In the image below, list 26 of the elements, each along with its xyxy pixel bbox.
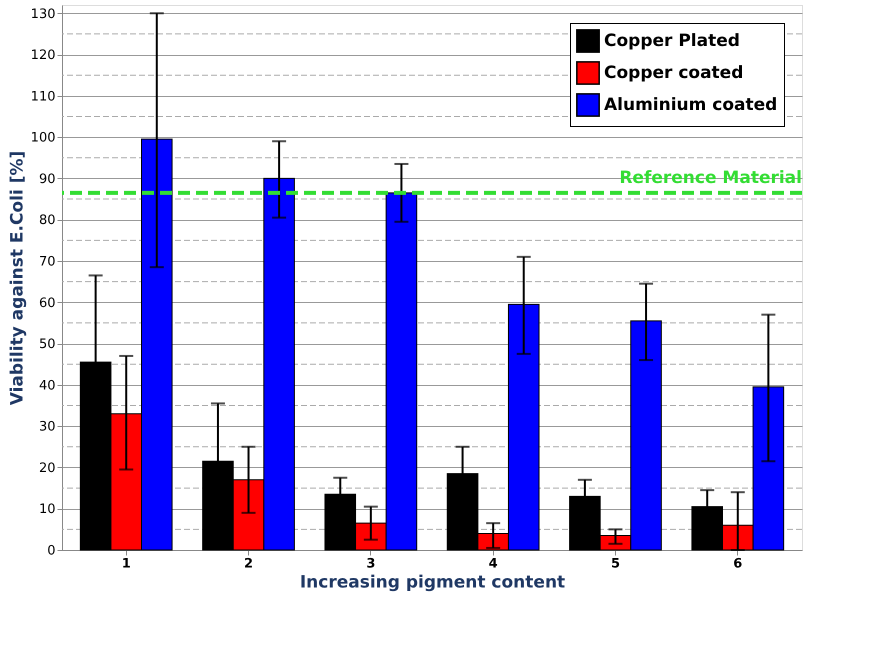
ref-line-label: Reference Material <box>619 168 802 188</box>
y-tick-label: 50 <box>38 337 56 352</box>
y-tick-label: 10 <box>38 502 56 518</box>
legend-label: Copper Plated <box>604 31 740 51</box>
y-tick-label: 110 <box>30 89 56 104</box>
y-tick-label: 30 <box>38 420 56 435</box>
y-tick-label: 80 <box>38 213 56 228</box>
y-tick-label: 40 <box>38 378 56 394</box>
x-tick-label: 5 <box>610 556 620 572</box>
y-tick-label: 0 <box>47 544 56 558</box>
legend-label: Aluminium coated <box>604 95 778 115</box>
y-tick-label: 120 <box>30 48 56 64</box>
y-axis-title: Viability against E.Coli [%] <box>8 150 28 406</box>
y-tick-label: 60 <box>38 296 56 311</box>
x-tick-label: 2 <box>244 556 254 572</box>
legend-label: Copper coated <box>604 63 744 83</box>
y-tick-label: 20 <box>38 460 56 476</box>
x-tick-label: 3 <box>366 556 376 572</box>
y-tick-label: 70 <box>38 254 56 270</box>
y-tick-label: 130 <box>30 6 56 22</box>
y-tick-label: 90 <box>38 172 56 187</box>
x-tick-label: 6 <box>733 556 742 572</box>
x-tick-label: 1 <box>122 556 131 572</box>
x-tick-label: 4 <box>488 556 498 572</box>
y-tick-label: 100 <box>30 130 56 146</box>
x-axis-title: Increasing pigment content <box>300 572 566 592</box>
